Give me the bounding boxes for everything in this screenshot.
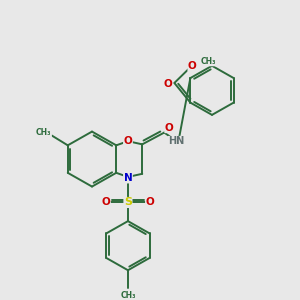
Text: O: O: [124, 136, 132, 146]
Text: O: O: [146, 197, 154, 208]
Text: CH₃: CH₃: [120, 291, 136, 300]
Text: N: N: [124, 173, 132, 183]
Text: O: O: [164, 79, 173, 89]
Text: O: O: [102, 197, 110, 208]
Text: CH₃: CH₃: [36, 128, 52, 137]
Text: CH₃: CH₃: [201, 57, 216, 66]
Text: S: S: [124, 197, 132, 208]
Text: HN: HN: [168, 136, 184, 146]
Text: O: O: [165, 123, 174, 133]
Text: O: O: [188, 61, 197, 71]
